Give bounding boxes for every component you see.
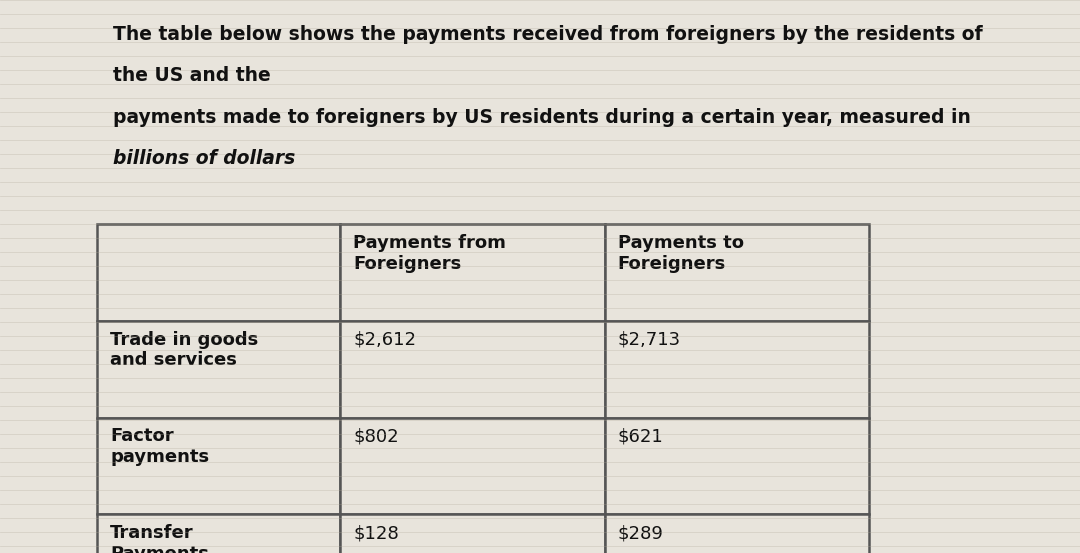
Text: billions of dollars: billions of dollars [113,149,296,168]
Bar [340,224,605,321]
Text: Payments from
Foreigners: Payments from Foreigners [353,234,507,273]
Text: $2,612: $2,612 [353,331,416,349]
Text: payments made to foreigners by US residents during a certain year, measured in: payments made to foreigners by US reside… [113,108,971,127]
Text: Transfer
Payments: Transfer Payments [110,524,210,553]
Text: $289: $289 [618,524,663,542]
Text: the US and the: the US and the [113,66,271,85]
Text: Payments to
Foreigners: Payments to Foreigners [618,234,744,273]
Text: Factor
payments: Factor payments [110,427,210,466]
Bar [605,514,869,553]
Text: $621: $621 [618,427,663,446]
Text: $2,713: $2,713 [618,331,680,349]
Bar [605,418,869,514]
Bar [340,418,605,514]
Bar [340,321,605,418]
Bar [605,321,869,418]
Text: The table below shows the payments received from foreigners by the residents of: The table below shows the payments recei… [113,25,983,44]
Bar [97,224,340,321]
Text: Trade in goods
and services: Trade in goods and services [110,331,258,369]
Text: $802: $802 [353,427,399,446]
Bar [97,514,340,553]
Text: $128: $128 [353,524,399,542]
Bar [605,224,869,321]
Bar [97,321,340,418]
Bar [97,418,340,514]
Bar [340,514,605,553]
